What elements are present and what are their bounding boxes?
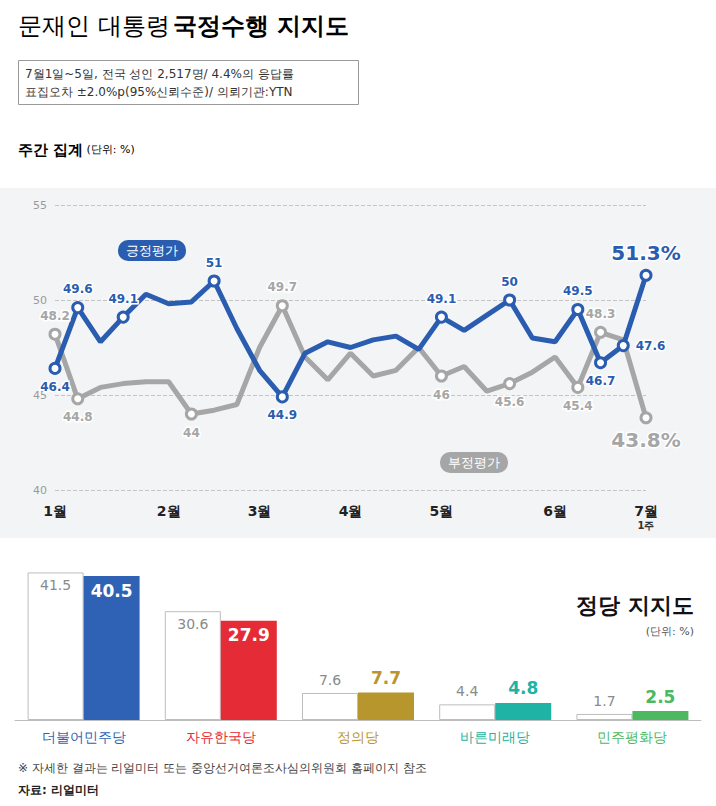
svg-text:40.5: 40.5 — [91, 581, 133, 601]
svg-text:6월: 6월 — [543, 503, 567, 519]
svg-text:1주: 1주 — [638, 520, 655, 531]
svg-text:(단위: %): (단위: %) — [646, 625, 694, 638]
svg-text:국정수행 지지도: 국정수행 지지도 — [173, 12, 349, 40]
svg-text:51: 51 — [206, 256, 223, 270]
svg-text:7.7: 7.7 — [371, 668, 401, 688]
svg-text:※ 자세한 결과는 리얼미터 또는 중앙선거여론조사심의위원: ※ 자세한 결과는 리얼미터 또는 중앙선거여론조사심의위원회 홈페이지 참조 — [18, 761, 427, 775]
svg-text:(단위: %): (단위: %) — [87, 143, 135, 156]
svg-text:1.7: 1.7 — [593, 693, 615, 709]
svg-text:7월1일~5일, 전국 성인 2,517명/ 4.4%의 응: 7월1일~5일, 전국 성인 2,517명/ 4.4%의 응답률 — [25, 67, 294, 81]
svg-text:표집오차 ±2.0%p(95%신뢰수준)/ 의뢰기관:YTN: 표집오차 ±2.0%p(95%신뢰수준)/ 의뢰기관:YTN — [25, 85, 293, 99]
svg-text:45: 45 — [33, 388, 47, 402]
svg-text:민주평화당: 민주평화당 — [597, 729, 667, 745]
svg-text:44: 44 — [183, 426, 200, 440]
svg-text:주간 집계: 주간 집계 — [18, 141, 83, 159]
svg-text:자료: 리얼미터: 자료: 리얼미터 — [18, 783, 99, 797]
svg-text:문재인 대통령: 문재인 대통령 — [18, 12, 170, 40]
svg-text:7.6: 7.6 — [319, 672, 341, 688]
svg-text:40: 40 — [33, 484, 47, 497]
svg-text:46.7: 46.7 — [586, 374, 616, 388]
svg-text:정당 지지도: 정당 지지도 — [576, 593, 694, 618]
svg-text:7월: 7월 — [634, 503, 658, 519]
svg-text:49.1: 49.1 — [427, 292, 457, 306]
svg-text:1월: 1월 — [43, 503, 67, 519]
svg-text:49.1: 49.1 — [108, 292, 138, 306]
svg-text:4월: 4월 — [339, 503, 363, 519]
svg-text:2.5: 2.5 — [645, 687, 675, 707]
svg-text:49.7: 49.7 — [268, 280, 298, 294]
svg-text:긍정평가: 긍정평가 — [126, 243, 178, 258]
svg-text:55: 55 — [33, 199, 47, 212]
svg-text:49.6: 49.6 — [63, 282, 93, 296]
svg-text:자유한국당: 자유한국당 — [186, 729, 256, 745]
svg-text:3월: 3월 — [248, 503, 272, 519]
svg-text:43.8%: 43.8% — [611, 428, 680, 452]
svg-text:46.4: 46.4 — [40, 380, 70, 394]
svg-text:부정평가: 부정평가 — [448, 455, 500, 470]
svg-text:더불어민주당: 더불어민주당 — [42, 729, 126, 745]
svg-text:30.6: 30.6 — [177, 616, 208, 632]
svg-text:50: 50 — [501, 275, 518, 289]
svg-text:48.2: 48.2 — [40, 309, 70, 323]
svg-text:정의당: 정의당 — [337, 729, 379, 745]
svg-text:48.3: 48.3 — [586, 307, 616, 321]
svg-text:45.6: 45.6 — [495, 395, 525, 409]
svg-text:44.8: 44.8 — [63, 410, 93, 424]
svg-text:45.4: 45.4 — [563, 399, 593, 413]
svg-text:49.5: 49.5 — [563, 284, 593, 298]
svg-text:51.3%: 51.3% — [611, 241, 680, 265]
svg-text:2월: 2월 — [157, 503, 181, 519]
svg-text:46: 46 — [433, 388, 450, 402]
svg-text:41.5: 41.5 — [40, 577, 71, 593]
svg-text:바른미래당: 바른미래당 — [460, 729, 530, 745]
svg-text:4.8: 4.8 — [508, 678, 538, 698]
svg-text:50: 50 — [33, 294, 47, 307]
svg-text:27.9: 27.9 — [228, 625, 270, 645]
svg-text:5월: 5월 — [430, 503, 454, 519]
svg-text:4.4: 4.4 — [456, 683, 478, 699]
svg-text:44.9: 44.9 — [268, 408, 298, 422]
svg-text:47.6: 47.6 — [636, 339, 666, 353]
